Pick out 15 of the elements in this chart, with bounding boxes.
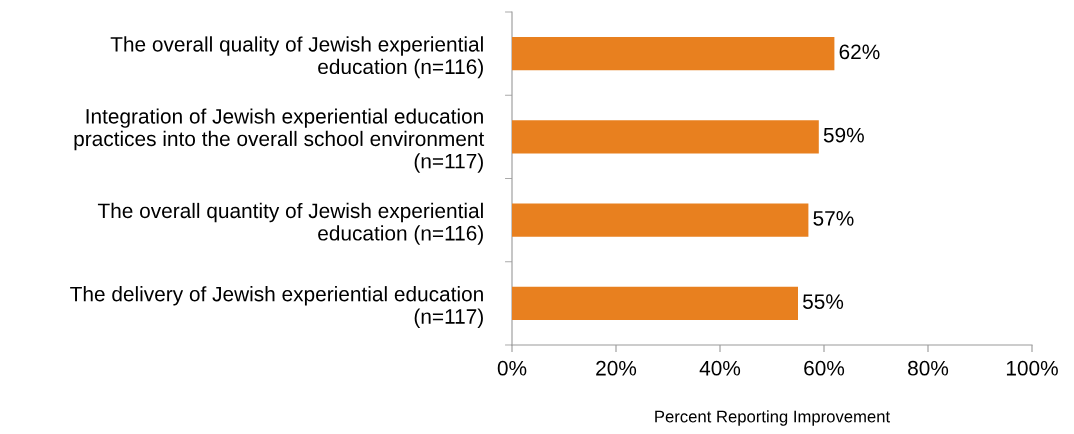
x-axis-title: Percent Reporting Improvement (655, 410, 890, 426)
y-tick-label: Integration of Jewish experiential education practices into the overall school environment (n=117) (74, 108, 485, 173)
x-tick-label: 100% (1006, 360, 1058, 376)
x-tick-label: 20% (596, 360, 637, 376)
data-label: 62% (839, 44, 880, 60)
data-label: 55% (803, 294, 844, 309)
y-tick-label: The overall quality of Jewish experiential education (n=116) (110, 36, 483, 79)
x-tick-label: 60% (804, 360, 845, 376)
y-tick-label: The overall quantity of Jewish experiential education (n=116) (97, 202, 483, 245)
x-tick-label: 0% (497, 360, 527, 376)
x-tick-label: 40% (699, 360, 741, 376)
data-label: 59% (823, 127, 864, 143)
data-label: 57% (813, 211, 854, 226)
x-tick-label: 80% (908, 360, 949, 376)
y-tick-label: The delivery of Jewish experiential education (n=117) (70, 286, 483, 328)
